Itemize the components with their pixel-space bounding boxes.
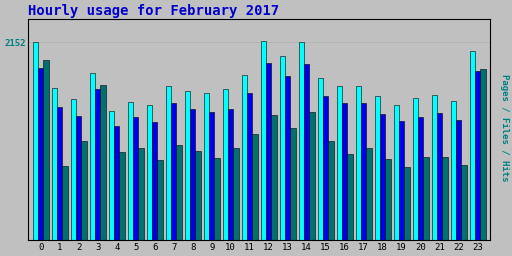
Bar — [100, 85, 106, 240]
Bar — [385, 159, 391, 240]
Bar — [480, 69, 485, 240]
Bar — [437, 113, 442, 240]
Bar — [62, 166, 68, 240]
Bar — [44, 60, 49, 240]
Bar — [119, 152, 125, 240]
Bar — [190, 109, 196, 240]
Bar — [342, 103, 347, 240]
Bar — [233, 148, 239, 240]
Bar — [128, 102, 133, 240]
Bar — [242, 74, 247, 240]
Bar — [285, 76, 290, 240]
Bar — [171, 103, 176, 240]
Text: Pages / Files / Hits: Pages / Files / Hits — [500, 74, 509, 182]
Bar — [138, 148, 144, 240]
Bar — [252, 134, 258, 240]
Bar — [432, 95, 437, 240]
Bar — [247, 93, 252, 240]
Bar — [290, 128, 295, 240]
Bar — [394, 105, 399, 240]
Bar — [280, 56, 285, 240]
Bar — [380, 114, 385, 240]
Bar — [337, 86, 342, 240]
Bar — [157, 160, 163, 240]
Bar — [298, 42, 304, 240]
Bar — [323, 96, 328, 240]
Bar — [228, 110, 233, 240]
Bar — [81, 141, 87, 240]
Bar — [423, 157, 429, 240]
Bar — [309, 112, 315, 240]
Bar — [328, 141, 334, 240]
Bar — [152, 122, 157, 240]
Bar — [52, 88, 57, 240]
Bar — [223, 89, 228, 240]
Text: Hourly usage for February 2017: Hourly usage for February 2017 — [29, 4, 280, 18]
Bar — [470, 51, 475, 240]
Bar — [266, 63, 271, 240]
Bar — [185, 91, 190, 240]
Bar — [317, 78, 323, 240]
Bar — [95, 89, 100, 240]
Bar — [204, 93, 209, 240]
Bar — [461, 165, 466, 240]
Bar — [176, 145, 182, 240]
Bar — [475, 71, 480, 240]
Bar — [57, 107, 62, 240]
Bar — [366, 148, 372, 240]
Bar — [38, 68, 44, 240]
Bar — [451, 101, 456, 240]
Bar — [90, 73, 95, 240]
Bar — [442, 157, 447, 240]
Bar — [413, 98, 418, 240]
Bar — [375, 96, 380, 240]
Bar — [109, 111, 114, 240]
Bar — [261, 41, 266, 240]
Bar — [361, 103, 366, 240]
Bar — [114, 126, 119, 240]
Bar — [133, 117, 138, 240]
Bar — [33, 42, 38, 240]
Bar — [399, 121, 404, 240]
Bar — [209, 112, 215, 240]
Bar — [71, 99, 76, 240]
Bar — [356, 86, 361, 240]
Bar — [456, 120, 461, 240]
Bar — [166, 86, 171, 240]
Bar — [347, 154, 353, 240]
Bar — [147, 105, 152, 240]
Bar — [404, 167, 410, 240]
Bar — [196, 151, 201, 240]
Bar — [304, 65, 309, 240]
Bar — [215, 158, 220, 240]
Bar — [418, 117, 423, 240]
Bar — [271, 115, 276, 240]
Bar — [76, 116, 81, 240]
